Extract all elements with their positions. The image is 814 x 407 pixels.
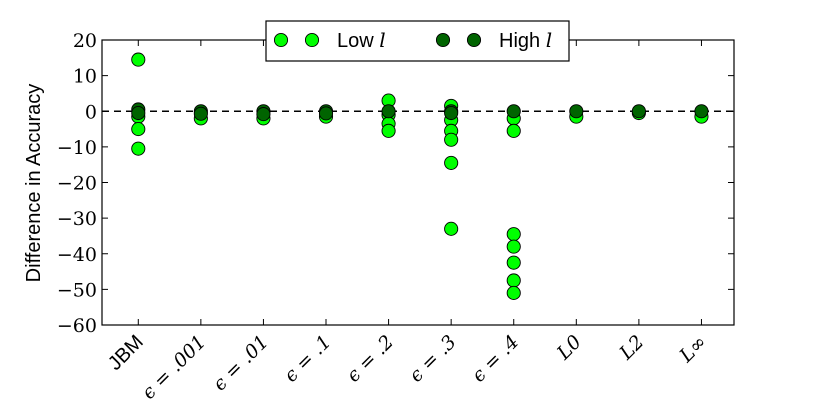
data-point-high-l [256,107,271,122]
legend-marker [466,32,482,48]
legend-label: High l [499,28,552,52]
y-tick-label: −10 [57,137,97,159]
data-point-high-l [318,106,334,121]
y-tick-label: −50 [57,279,97,301]
y-tick-label: −60 [57,315,97,337]
legend-marker [273,32,289,48]
data-point-low-l [506,239,521,254]
plot-frame [101,39,735,326]
data-point-high-l [193,106,208,121]
data-point-low-l [131,52,146,67]
x-category-label: ϵ = .1 [280,331,336,387]
x-category-label: ϵ = .4 [468,331,524,387]
data-point-high-l [131,105,146,121]
legend-marker [435,32,451,48]
x-category-label: L2 [615,331,649,365]
data-points [131,52,709,300]
x-category-label: JBM [104,331,148,375]
data-point-high-l [631,104,646,119]
y-tick-label: −40 [57,244,97,266]
y-tick-label: −20 [57,173,97,195]
legend: Low l High l [265,20,570,62]
data-point-low-l [131,122,146,137]
plot-area [101,39,735,326]
y-axis-title: Difference in Accuracy [23,84,45,283]
y-tick-label: 10 [73,66,97,88]
legend-label-text: Low [337,30,379,52]
data-point-low-l [131,141,146,156]
legend-label-symbol: l [379,28,385,52]
data-point-high-l [506,104,521,119]
y-axis-ticks: 20 10 0 −10 −20 −30 −40 −50 −60 [57,30,734,337]
data-point-high-l [694,104,709,119]
legend-marker [304,32,320,48]
x-category-label: L∞ [675,331,711,367]
y-tick-label: 20 [73,30,97,52]
legend-label: Low l [337,28,386,52]
x-category-label: ϵ = .01 [209,331,273,395]
data-point-low-l [506,123,521,138]
data-point-low-l [444,221,459,236]
data-point-high-l [444,105,459,121]
data-point-high-l [569,104,584,119]
x-category-label: ϵ = .3 [405,331,461,387]
legend-label-symbol: l [546,28,552,52]
data-point-low-l [506,255,521,270]
y-tick-label: −30 [57,208,97,230]
data-point-low-l [506,273,521,288]
x-category-label: ϵ = .001 [138,331,211,404]
data-point-low-l [444,132,459,147]
data-point-low-l [444,155,459,170]
data-point-high-l [381,104,396,119]
data-point-low-l [506,227,521,242]
legend-label-text: High [499,30,546,52]
x-category-label: ϵ = .2 [342,331,398,387]
data-point-low-l [506,285,521,300]
data-point-low-l [381,123,396,138]
x-category-label: L0 [552,331,586,365]
y-tick-label: 0 [85,101,97,123]
